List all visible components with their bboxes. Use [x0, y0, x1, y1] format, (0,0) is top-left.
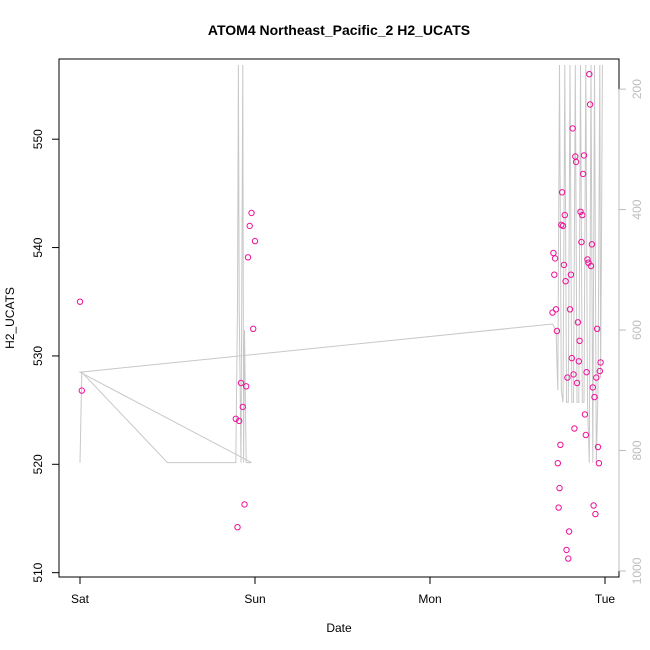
data-point — [558, 189, 566, 196]
data-point — [555, 504, 562, 511]
data-point — [550, 249, 557, 257]
x-axis: Sat Sun Mon Tue — [71, 576, 616, 606]
data-point — [562, 278, 569, 285]
data-point — [248, 209, 255, 217]
point-series — [76, 71, 604, 562]
data-point — [570, 371, 577, 378]
data-point — [234, 524, 241, 531]
data-point — [579, 211, 586, 219]
data-point — [586, 101, 594, 108]
data-point — [566, 306, 574, 313]
x-tick-label: Sat — [71, 592, 90, 606]
data-point — [593, 325, 601, 332]
data-point — [597, 359, 604, 366]
data-point — [236, 417, 243, 425]
y-tick-label: 520 — [31, 454, 45, 474]
data-point — [571, 425, 578, 432]
data-point — [596, 367, 603, 375]
data-point — [565, 555, 572, 562]
data-point — [580, 152, 588, 159]
data-point — [586, 71, 593, 78]
data-point — [553, 327, 561, 335]
data-point — [241, 501, 248, 508]
data-point — [237, 379, 245, 387]
data-point — [552, 306, 560, 313]
right-tick-label: 1000 — [630, 557, 644, 584]
data-point — [243, 383, 250, 390]
y-tick-label: 540 — [31, 237, 45, 257]
data-point — [590, 502, 597, 509]
data-point — [565, 528, 573, 535]
data-point — [556, 484, 563, 492]
data-point — [560, 261, 568, 269]
right-tick-label: 400 — [630, 199, 644, 219]
right-tick-label: 200 — [630, 79, 644, 99]
data-point — [592, 510, 599, 518]
x-tick-label: Sun — [244, 592, 265, 606]
data-point — [557, 441, 564, 448]
data-point — [588, 241, 596, 248]
right-tick-label: 600 — [630, 320, 644, 340]
right-tick-label: 800 — [630, 440, 644, 460]
data-point — [578, 238, 585, 246]
right-axis: 200 400 600 800 1000 — [618, 79, 644, 584]
data-point — [594, 443, 602, 451]
y-axis: 510 520 530 540 550 — [31, 129, 60, 583]
data-point — [572, 158, 580, 166]
data-point — [591, 393, 598, 401]
line-series — [78, 64, 603, 464]
data-point — [232, 415, 240, 422]
data-point — [568, 354, 575, 362]
data-point — [569, 125, 576, 132]
data-point — [573, 379, 581, 387]
data-point — [584, 256, 591, 263]
data-point — [583, 369, 590, 376]
data-point — [581, 411, 589, 418]
data-point — [250, 325, 257, 332]
x-axis-label: Date — [326, 621, 352, 635]
plot-frame — [58, 58, 620, 578]
data-point — [577, 208, 584, 216]
data-point — [587, 262, 595, 270]
data-point — [593, 374, 600, 381]
data-point — [239, 403, 247, 411]
data-point — [246, 222, 253, 230]
x-tick-label: Tue — [595, 592, 616, 606]
data-point — [574, 319, 582, 326]
data-point — [549, 309, 556, 316]
data-point — [76, 298, 84, 305]
data-point — [554, 460, 561, 467]
data-point — [576, 337, 583, 344]
y-tick-label: 510 — [31, 562, 45, 582]
data-point — [564, 374, 571, 381]
data-point — [579, 170, 587, 178]
series-line — [78, 64, 603, 464]
x-tick-label: Mon — [418, 592, 441, 606]
data-point — [551, 271, 558, 278]
data-point — [582, 431, 589, 439]
y-tick-label: 530 — [31, 346, 45, 366]
data-point — [244, 254, 252, 261]
data-point — [589, 384, 596, 391]
data-point — [559, 222, 567, 230]
chart-title: ATOM4 Northeast_Pacific_2 H2_UCATS — [208, 22, 470, 38]
y-tick-label: 550 — [31, 129, 45, 149]
data-point — [78, 387, 86, 394]
data-point — [595, 460, 603, 467]
data-point — [251, 237, 259, 245]
data-point — [563, 546, 570, 554]
data-point — [575, 358, 582, 365]
data-point — [561, 211, 568, 219]
data-point — [551, 255, 559, 262]
data-point — [567, 271, 575, 278]
y-axis-label: H2_UCATS — [3, 287, 17, 349]
